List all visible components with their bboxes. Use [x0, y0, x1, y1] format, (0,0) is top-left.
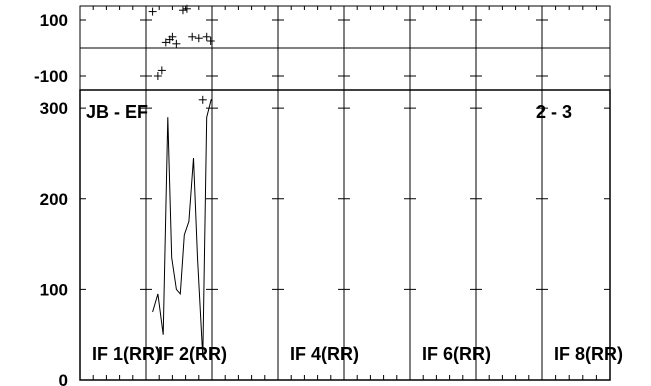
phase-point [148, 7, 157, 16]
phase-point [188, 32, 197, 41]
panel-label: IF 6(RR) [422, 344, 491, 364]
phase-point [178, 6, 187, 15]
phase-point [172, 39, 181, 48]
phase-ytick-label: 100 [40, 11, 68, 30]
panel-label: IF 2(RR) [158, 344, 227, 364]
baseline-title: JB - EF [86, 102, 148, 122]
panel-label: IF 1(RR) [92, 344, 161, 364]
plot-frames [79, 5, 611, 381]
amplitude-line [152, 98, 212, 358]
phase-points [148, 4, 215, 104]
phase-point [206, 37, 215, 45]
amplitude-ytick-label: 300 [40, 99, 68, 118]
amplitude-ytick-label: 100 [40, 280, 68, 299]
amplitude-ytick-label: 200 [40, 190, 68, 209]
phase-point [157, 66, 166, 75]
phase-ytick-label: -100 [34, 67, 68, 86]
phase-point [168, 32, 177, 41]
amplitude-frame [79, 89, 611, 381]
panel-label: IF 8(RR) [554, 344, 623, 364]
phase-point [182, 4, 191, 13]
phase-point [194, 34, 203, 43]
amplitude-ytick-label: 0 [59, 371, 68, 386]
panel-label: IF 4(RR) [290, 344, 359, 364]
corner-label: 2 - 3 [536, 102, 572, 122]
phase-point [153, 72, 162, 80]
phase-point [198, 95, 207, 104]
amplitude-series-line [152, 98, 212, 358]
phase-point [202, 32, 211, 41]
axis-ticks [80, 6, 610, 380]
